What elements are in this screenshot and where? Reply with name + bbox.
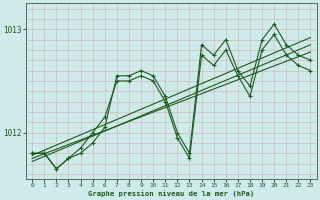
X-axis label: Graphe pression niveau de la mer (hPa): Graphe pression niveau de la mer (hPa) xyxy=(88,190,254,197)
